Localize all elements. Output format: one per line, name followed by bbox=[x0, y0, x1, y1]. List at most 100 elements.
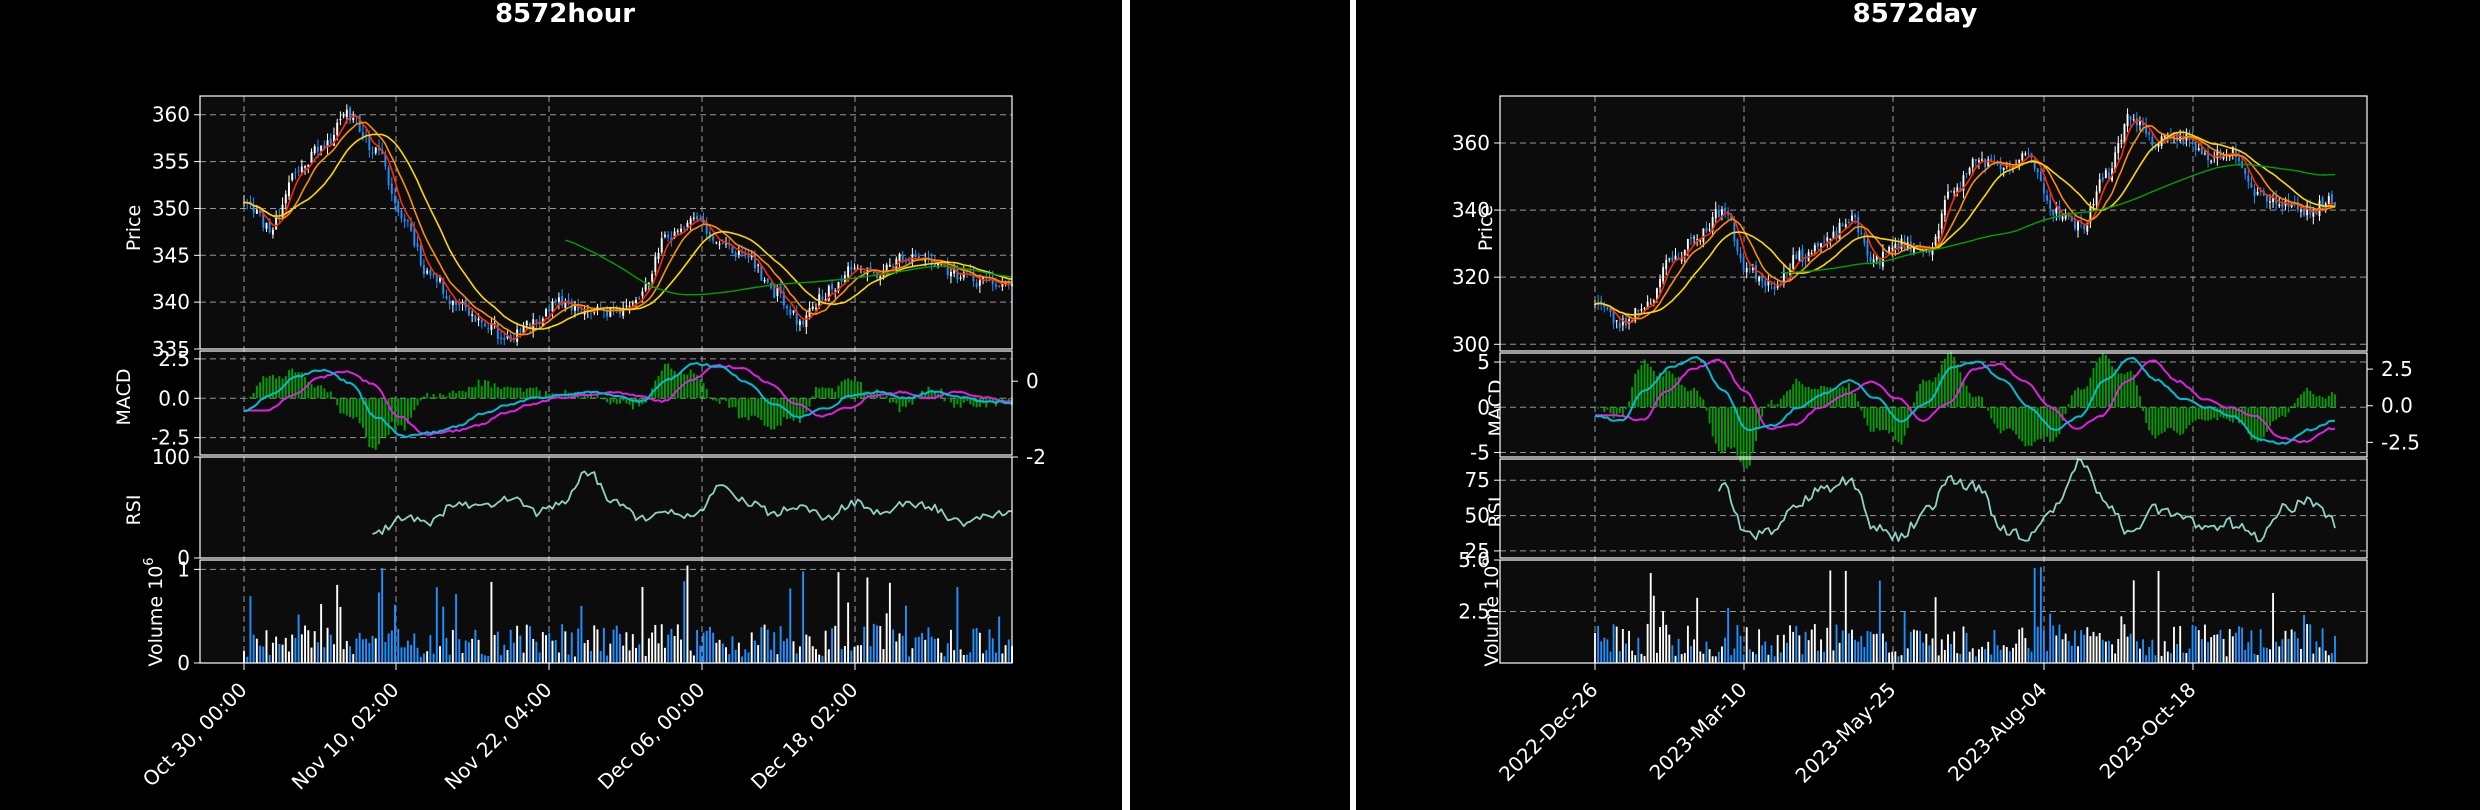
candle-body bbox=[1755, 265, 1757, 280]
volume-bar bbox=[1912, 629, 1915, 663]
macd-histogram-bar bbox=[467, 386, 470, 399]
volume-bar bbox=[850, 650, 853, 663]
volume-bar bbox=[2204, 624, 2206, 663]
volume-bar bbox=[1875, 633, 1878, 663]
candle-body bbox=[471, 314, 474, 316]
candle-body bbox=[1621, 318, 1624, 326]
macd-histogram-bar bbox=[2284, 407, 2287, 417]
volume-bar bbox=[2275, 641, 2278, 663]
macd-histogram-bar bbox=[249, 396, 252, 399]
candle-body bbox=[1813, 245, 1816, 252]
macd-histogram-bar bbox=[1798, 381, 1801, 408]
volume-bar bbox=[728, 654, 731, 663]
macd-right-tick-label: -2 bbox=[1026, 445, 1046, 469]
macd-histogram-bar bbox=[519, 387, 522, 399]
macd-histogram-bar bbox=[1708, 407, 1711, 424]
candle-body bbox=[529, 322, 531, 329]
macd-histogram-bar bbox=[779, 398, 782, 426]
macd-histogram-bar bbox=[773, 398, 776, 430]
volume-bar bbox=[294, 637, 297, 663]
candle-body bbox=[361, 132, 364, 137]
volume-bar bbox=[1838, 642, 1841, 663]
volume-bar bbox=[2330, 653, 2333, 663]
volume-bar bbox=[2024, 637, 2027, 663]
volume-bar bbox=[390, 630, 393, 663]
volume-bar bbox=[834, 625, 837, 663]
volume-bar bbox=[2272, 592, 2275, 663]
volume-bar bbox=[583, 643, 586, 663]
macd-histogram-bar bbox=[1872, 407, 1875, 432]
macd-histogram-bar bbox=[1655, 376, 1658, 408]
volume-bar bbox=[1764, 641, 1767, 663]
candlestick-series bbox=[243, 104, 1013, 346]
candle-body bbox=[580, 310, 583, 314]
volume-bar bbox=[506, 650, 509, 663]
volume-bar bbox=[933, 638, 936, 663]
volume-bar bbox=[673, 636, 676, 663]
volume-bar bbox=[978, 632, 981, 663]
volume-bar bbox=[1978, 649, 1980, 663]
candle-body bbox=[1625, 317, 1627, 326]
macd-histogram-bar bbox=[692, 373, 695, 399]
macd-histogram-bar bbox=[300, 372, 303, 399]
candle-body bbox=[872, 270, 875, 274]
volume-bar bbox=[259, 645, 262, 663]
volume-bar bbox=[1922, 642, 1925, 663]
volume-bar bbox=[1594, 632, 1596, 663]
macd-histogram-bar bbox=[342, 398, 345, 414]
macd-histogram-bar bbox=[506, 386, 509, 399]
candle-body bbox=[853, 268, 856, 270]
candle-body bbox=[683, 228, 686, 230]
macd-histogram-bar bbox=[741, 398, 744, 418]
volume-bar bbox=[2157, 570, 2160, 663]
macd-histogram-bar bbox=[985, 398, 988, 408]
vol-axes-border bbox=[199, 559, 1013, 664]
candle-body bbox=[2052, 210, 2055, 216]
candle-body bbox=[2043, 183, 2045, 194]
volume-bar bbox=[2064, 633, 2067, 663]
candle-body bbox=[387, 167, 390, 186]
volume-bar bbox=[1702, 653, 1705, 663]
macd-histogram-bar bbox=[422, 396, 425, 399]
volume-bar bbox=[1717, 651, 1720, 663]
volume-bar bbox=[288, 651, 290, 663]
macd-histogram-bar bbox=[744, 398, 747, 418]
volume-bar bbox=[2216, 634, 2219, 663]
volume-bar bbox=[821, 655, 824, 663]
candle-body bbox=[2039, 171, 2042, 182]
macd-histogram-bar bbox=[712, 398, 715, 401]
macd-histogram-bar bbox=[284, 376, 287, 399]
macd-histogram-bar bbox=[464, 391, 467, 399]
macd-histogram-bar bbox=[419, 398, 422, 401]
volume-bar bbox=[2327, 655, 2330, 663]
candle-body bbox=[1640, 308, 1643, 311]
macd-histogram-bar bbox=[1618, 407, 1621, 414]
candle-body bbox=[1649, 303, 1652, 305]
moving-average-short-line bbox=[1594, 119, 2336, 324]
macd-histogram-bar bbox=[908, 398, 911, 403]
macd-histogram-bar bbox=[368, 398, 371, 447]
volume-bar bbox=[1885, 641, 1887, 663]
candle-body bbox=[647, 282, 650, 285]
macd-histogram-bar bbox=[371, 398, 374, 449]
macd-histogram-bar bbox=[2312, 394, 2315, 408]
volume-bar bbox=[381, 567, 384, 663]
macd-histogram-bar bbox=[329, 391, 332, 399]
candle-body bbox=[1906, 242, 1909, 249]
macd-signal-line bbox=[1595, 358, 2336, 443]
volume-bar bbox=[352, 654, 355, 663]
candle-body bbox=[2129, 116, 2132, 120]
volume-bar bbox=[323, 647, 326, 663]
macd-histogram-bar bbox=[680, 371, 682, 399]
macd-histogram-bar bbox=[1717, 407, 1720, 452]
macd-histogram-bar bbox=[2222, 407, 2225, 419]
candle-body bbox=[930, 260, 933, 263]
candle-body bbox=[2244, 168, 2247, 175]
macd-histogram-bar bbox=[2303, 391, 2305, 408]
volume-bar bbox=[1649, 573, 1652, 663]
volume-bar bbox=[1776, 634, 1779, 663]
macd-histogram-bar bbox=[757, 398, 760, 418]
macd-histogram-bar bbox=[2139, 396, 2141, 408]
macd-histogram-bar bbox=[946, 398, 949, 400]
candle-body bbox=[1637, 309, 1640, 312]
